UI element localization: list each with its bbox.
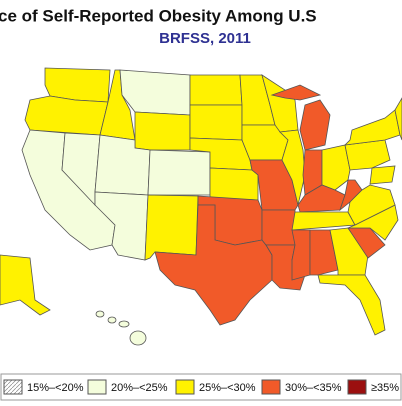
legend-swatch — [175, 379, 195, 395]
state — [299, 99, 331, 151]
state — [317, 274, 386, 336]
legend-label: ≥35% — [371, 382, 399, 394]
us-map — [0, 67, 402, 346]
state — [343, 109, 401, 146]
state — [394, 97, 402, 141]
legend-label: 25%–<30% — [199, 382, 256, 394]
legend-frame — [0, 373, 402, 401]
state — [189, 104, 243, 141]
state — [119, 69, 191, 116]
state — [118, 320, 130, 328]
legend-label: 15%–<20% — [27, 382, 84, 394]
state — [154, 204, 273, 326]
state — [107, 316, 117, 324]
state — [134, 111, 191, 151]
state — [270, 84, 322, 101]
legend-label: 30%–<35% — [285, 382, 342, 394]
legend-label: 20%–<25% — [111, 382, 168, 394]
state — [147, 149, 211, 196]
subtitle: BRFSS, 2011 — [159, 30, 251, 47]
state — [369, 165, 396, 185]
state — [129, 330, 147, 346]
state — [291, 211, 356, 231]
state — [291, 229, 311, 281]
state — [347, 184, 396, 226]
legend-swatch — [87, 379, 107, 395]
state — [321, 144, 351, 191]
state — [144, 194, 199, 261]
state — [0, 254, 51, 316]
state — [189, 74, 243, 106]
state — [95, 310, 105, 318]
legend-swatch — [347, 379, 367, 395]
state — [24, 95, 109, 136]
title: ce of Self-Reported Obesity Among U.S — [0, 6, 317, 25]
legend: 15%–<20% 20%–<25% 25%–<30% 30%–<35% ≥35% — [3, 379, 399, 395]
legend-hatch — [3, 379, 23, 395]
legend-swatch — [261, 379, 281, 395]
state — [309, 229, 339, 276]
state — [209, 167, 259, 201]
state — [261, 209, 296, 246]
